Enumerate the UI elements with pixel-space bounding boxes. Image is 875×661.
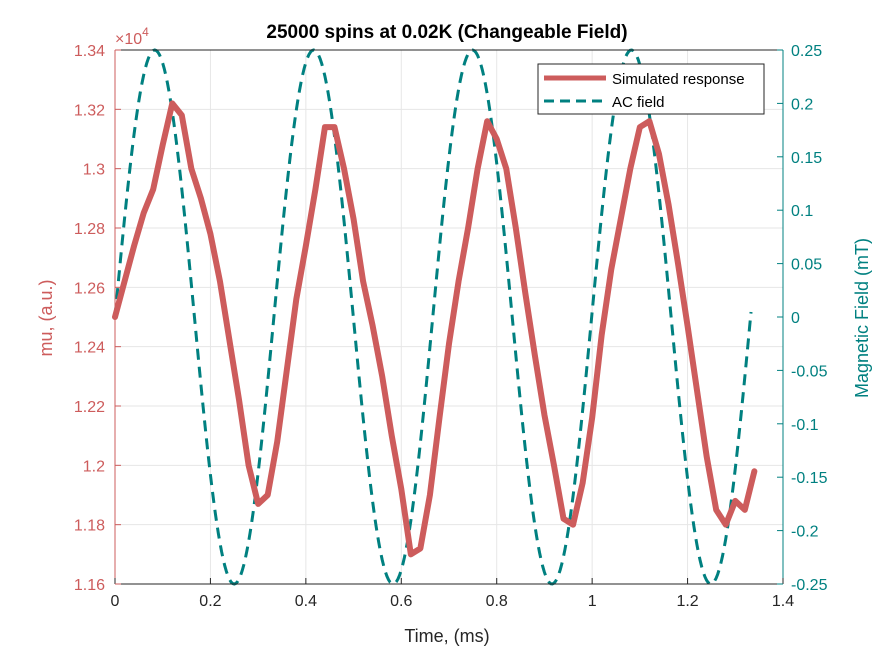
legend-label-simulated: Simulated response: [612, 71, 745, 88]
y-left-tick-label: 1.3: [83, 162, 105, 179]
tick-labels: 0 0.2 0.4 0.6 0.8 1 1.2 1.4 1.16 1.18 1.2 1.22 1.24 1…: [74, 43, 828, 610]
x-tick-label: 0.4: [295, 593, 317, 610]
y-left-tick-label: 1.16: [74, 577, 105, 594]
x-tick-label: 1: [588, 593, 597, 610]
legend: Simulated response AC field: [537, 63, 765, 115]
y-left-tick-label: 1.26: [74, 280, 105, 297]
svg-text:×104: ×104: [115, 25, 149, 48]
y-left-tick-label: 1.34: [74, 43, 105, 60]
y-right-tick-label: 0.25: [791, 43, 822, 60]
y-right-tick-label: -0.15: [791, 470, 828, 487]
y-left-tick-label: 1.24: [74, 340, 105, 357]
chart-title: 25000 spins at 0.02K (Changeable Field): [266, 22, 627, 43]
series-line-ac-field: [113, 48, 753, 586]
y-right-tick-label: 0.1: [791, 203, 813, 220]
y-left-tick-label: 1.32: [74, 102, 105, 119]
y-right-tick-label: -0.05: [791, 363, 828, 380]
x-axis-label: Time, (ms): [404, 626, 489, 646]
series-line-simulated-response: [112, 100, 758, 558]
y-right-tick-label: -0.25: [791, 577, 828, 594]
y-axis-right-label: Magnetic Field (mT): [852, 238, 872, 398]
x-tick-label: 0.6: [390, 593, 412, 610]
x-tick-label: 0: [111, 593, 120, 610]
y-right-tick-label: 0: [791, 310, 800, 327]
series-layer: [112, 48, 758, 586]
y-right-tick-label: 0.2: [791, 96, 813, 113]
y-left-tick-label: 1.2: [83, 458, 105, 475]
axes: [114, 49, 784, 585]
y-right-tick-label: -0.2: [791, 524, 819, 541]
x-tick-label: 0.2: [199, 593, 221, 610]
x-tick-label: 1.2: [676, 593, 698, 610]
x-tick-label: 1.4: [772, 593, 794, 610]
x-tick-label: 0.8: [486, 593, 508, 610]
y-left-exponent: ×104: [115, 25, 149, 48]
legend-label-field: AC field: [612, 94, 665, 111]
y-right-tick-label: 0.05: [791, 257, 822, 274]
y-right-tick-label: 0.15: [791, 150, 822, 167]
y-axis-left-label: mu, (a.u.): [36, 279, 56, 356]
y-right-tick-label: -0.1: [791, 417, 819, 434]
legend-box: [537, 63, 765, 115]
y-left-tick-label: 1.18: [74, 518, 105, 535]
exponent-base: ×10: [115, 31, 142, 48]
y-left-tick-label: 1.28: [74, 221, 105, 238]
y-left-tick-label: 1.22: [74, 399, 105, 416]
exponent-power: 4: [142, 25, 149, 39]
